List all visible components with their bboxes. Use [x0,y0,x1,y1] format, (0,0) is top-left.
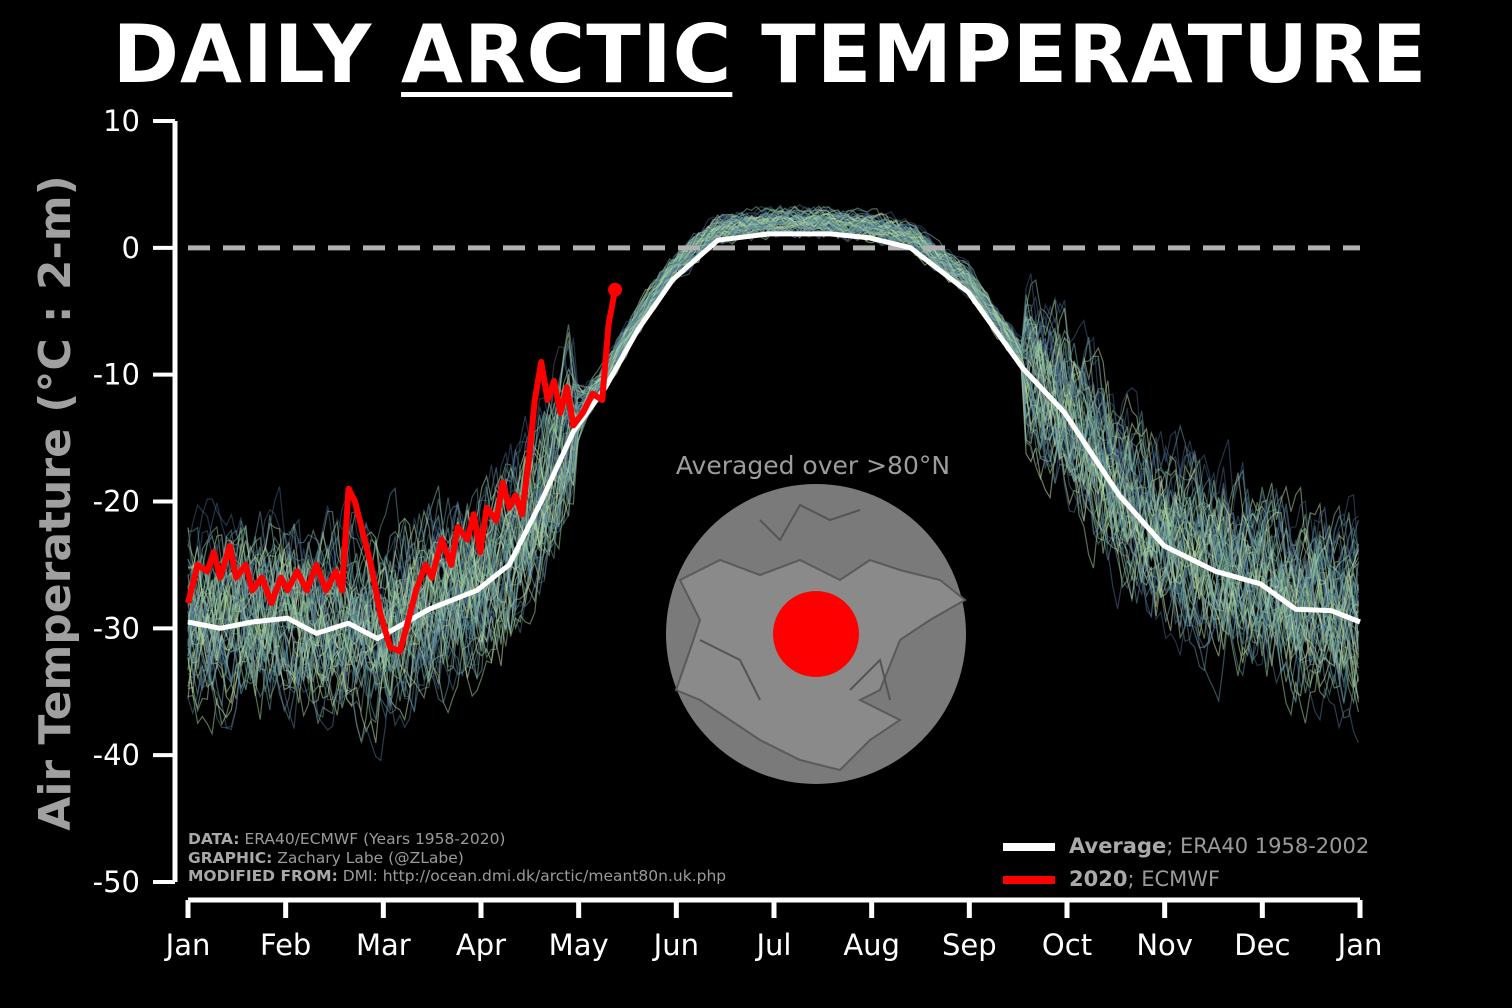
x-tick-label: Dec [1234,928,1290,962]
y-tick-label: 10 [103,104,140,138]
x-tick-label: Feb [260,928,311,962]
y-axis-label: Air Temperature (°C : 2-m) [30,175,81,830]
y-tick-label: -20 [93,485,140,519]
x-tick-label: Sep [942,928,997,962]
latest-2020-point [608,282,623,297]
x-tick-label: Jan [1336,928,1383,962]
y-tick-label: -30 [93,611,140,645]
ensemble-year-line [187,208,1359,627]
legend-item-average: Average; ERA40 1958-2002 [1003,830,1369,863]
x-tick-label: Jan [164,928,211,962]
x-tick-label: Jun [652,928,699,962]
region-80n-marker [773,591,859,677]
series-line-average [187,231,1361,641]
credits: DATA: ERA40/ECMWF (Years 1958-2020) GRAP… [188,830,727,885]
y-tick-label: -10 [93,358,140,392]
axes: 10 0 -10 -20 -30 -40 -50 Jan Feb Mar Apr May Jun Jul A… [93,104,1383,962]
legend-item-2020: 2020; ECMWF [1003,863,1369,896]
x-tick-label: Mar [356,928,411,962]
ensemble-year-line [187,217,1359,704]
inset-label: Averaged over >80°N [676,451,950,480]
x-tick-label: Oct [1042,928,1092,962]
ensemble-year-line [187,218,1359,722]
x-tick-label: Nov [1136,928,1193,962]
coastlines [699,503,891,701]
legend-swatch [1003,843,1055,851]
y-tick-label: -40 [93,738,140,772]
x-tick-label: May [549,928,609,962]
x-tick-label: Jul [755,928,792,962]
x-tick-label: Apr [456,928,506,962]
ensemble-year-line [187,207,1359,621]
y-tick-label: -50 [93,865,140,899]
ensemble-year-line [187,204,1359,600]
ensemble-year-line [187,214,1359,667]
y-tick-label: 0 [122,231,140,265]
inset-map: Averaged over >80°N [666,451,967,784]
chart-title: DAILY ARCTIC TEMPERATURE [112,8,1428,101]
series-lines [185,231,1361,655]
legend-swatch [1003,876,1055,884]
series-line-2020 [185,289,619,655]
legend: Average; ERA40 1958-2002 2020; ECMWF [1003,830,1369,896]
x-tick-label: Aug [843,928,900,962]
